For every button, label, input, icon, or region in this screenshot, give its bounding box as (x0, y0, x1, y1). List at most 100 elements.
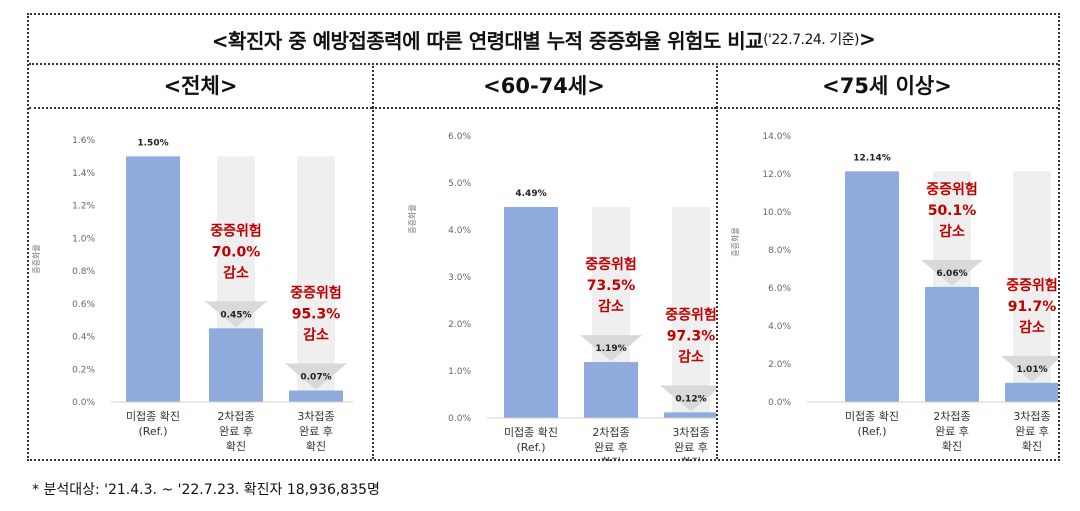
risk-reduction-label: 중증위험 (585, 256, 637, 273)
chart-all: 0.0% 0.2% 0.4% 0.6% 0.8% 1.0% 1.2% 1.4% 1.6% 중증화율… (32, 136, 353, 453)
category-label: 3차접종 (672, 426, 709, 439)
value-label: 0.12% (675, 394, 706, 404)
reduction-arrow (285, 363, 347, 390)
value-label: 0.45% (220, 310, 251, 320)
category-label: 확진 (942, 440, 962, 453)
y-tick-label: 12.0% (762, 170, 791, 180)
category-label: 완료 후 (1015, 425, 1049, 438)
reduction-arrow (660, 385, 716, 412)
chart-panel-75plus: 0.0% 2.0% 4.0% 6.0% 8.0% 10.0% 12.0% 14.0% 중증화율 1… (718, 109, 1058, 461)
value-label: 4.49% (515, 189, 546, 199)
y-tick-label: 2.0% (448, 320, 471, 330)
y-tick-label: 1.4% (72, 169, 95, 179)
y-tick-label: 1.2% (72, 202, 95, 212)
y-tick-label: 5.0% (448, 179, 471, 189)
infographic-frame: <확진자 중 예방접종력에 따른 연령대별 누적 중증화율 위험도 비교 ('22… (27, 13, 1060, 461)
risk-reduction-label: 감소 (303, 327, 329, 344)
value-label: 1.01% (1016, 365, 1047, 375)
bar-1 (126, 156, 180, 402)
y-axis-title: 중증화율 (32, 244, 41, 273)
reference-ghost-bar (672, 206, 710, 418)
panel-title-75plus: <75세 이상> (716, 63, 1058, 109)
risk-reduction-label: 감소 (598, 298, 624, 315)
reduction-arrow (205, 301, 267, 328)
y-tick-label: 2.0% (768, 360, 791, 370)
chart-panel-60-74: 0.0% 1.0% 2.0% 3.0% 4.0% 5.0% 6.0% 중증화율 4.49% 미접종… (374, 109, 716, 461)
bar-3 (289, 390, 343, 402)
y-tick-label: 0.8% (72, 267, 95, 277)
chart-panel-all: 0.0% 0.2% 0.4% 0.6% 0.8% 1.0% 1.2% 1.4% 1.6% 중증화율… (29, 109, 372, 461)
category-label: (Ref.) (857, 425, 886, 438)
reduction-arrow (1001, 355, 1058, 382)
risk-reduction-label: 감소 (939, 223, 965, 240)
category-label: 완료 후 (219, 425, 253, 438)
chart-60-74: 0.0% 1.0% 2.0% 3.0% 4.0% 5.0% 6.0% 중증화율 4.49% 미접종… (408, 132, 716, 461)
category-label: 완료 후 (299, 425, 333, 438)
y-tick-label: 0.4% (72, 333, 95, 343)
y-axis-title: 중증화율 (408, 204, 417, 233)
y-tick-label: 3.0% (448, 273, 471, 283)
category-label: 3차접종 (1013, 410, 1050, 423)
panel-divider (372, 63, 374, 459)
y-tick-label: 0.2% (72, 365, 95, 375)
y-tick-label: 6.0% (768, 284, 791, 294)
reduction-arrow (580, 335, 642, 362)
category-label: 미접종 확진 (126, 410, 180, 423)
y-tick-label: 6.0% (448, 132, 471, 142)
risk-reduction-label: 중증위험 (665, 306, 716, 323)
bar-1 (845, 171, 899, 402)
risk-reduction-label: 97.3% (667, 328, 716, 344)
footnote: * 분석대상: '21.4.3. ~ '22.7.23. 확진자 18,936,… (32, 482, 380, 498)
risk-reduction-label: 중증위험 (926, 181, 978, 198)
category-label: 확진 (226, 440, 246, 453)
y-tick-label: 1.0% (72, 234, 95, 244)
risk-reduction-label: 감소 (223, 264, 249, 281)
value-label: 1.50% (137, 138, 168, 148)
reference-ghost-bar (297, 156, 335, 402)
bar-2 (925, 286, 979, 402)
category-label: 확진 (306, 440, 326, 453)
panel-title-60-74: <60-74세> (372, 63, 716, 109)
y-tick-label: 0.6% (72, 300, 95, 310)
category-label: 완료 후 (935, 425, 969, 438)
value-label: 0.07% (300, 373, 331, 383)
category-label: 2차접종 (933, 410, 970, 423)
panel-title-all: <전체> (29, 63, 372, 109)
category-label: (Ref.) (138, 425, 167, 438)
bar-3 (1005, 382, 1058, 402)
bar-3 (664, 412, 716, 418)
y-tick-label: 0.0% (768, 398, 791, 408)
title-main: <확진자 중 예방접종력에 따른 연령대별 누적 중증화율 위험도 비교 (211, 28, 764, 53)
value-label: 12.14% (853, 153, 891, 163)
risk-reduction-label: 감소 (1019, 319, 1045, 336)
panel-divider (716, 63, 718, 459)
value-label: 1.19% (595, 344, 626, 354)
y-tick-label: 1.6% (72, 136, 95, 146)
category-label: (Ref.) (516, 441, 545, 454)
y-tick-label: 10.0% (762, 208, 791, 218)
category-label: 2차접종 (592, 426, 629, 439)
category-label: 완료 후 (674, 441, 708, 454)
category-label: 3차접종 (297, 410, 334, 423)
category-label: 확진 (601, 456, 621, 461)
category-label: 확진 (1022, 440, 1042, 453)
page-title: <확진자 중 예방접종력에 따른 연령대별 누적 중증화율 위험도 비교 ('22… (29, 15, 1058, 65)
y-tick-label: 14.0% (762, 132, 791, 142)
category-label: 미접종 확진 (504, 426, 558, 439)
category-label: 확진 (681, 456, 701, 461)
risk-reduction-label: 중증위험 (210, 222, 262, 239)
category-label: 2차접종 (217, 410, 254, 423)
risk-reduction-label: 중증위험 (290, 285, 342, 302)
y-tick-label: 1.0% (448, 367, 471, 377)
risk-reduction-label: 감소 (678, 348, 704, 365)
risk-reduction-label: 95.3% (292, 307, 341, 323)
chart-75plus: 0.0% 2.0% 4.0% 6.0% 8.0% 10.0% 12.0% 14.0% 중증화율 1… (731, 132, 1058, 453)
y-tick-label: 0.0% (448, 414, 471, 424)
title-close: > (858, 27, 876, 51)
value-label: 6.06% (936, 269, 967, 279)
title-date: ('22.7.24. 기준) (763, 32, 859, 48)
y-tick-label: 0.0% (72, 398, 95, 408)
reduction-arrow (921, 259, 983, 286)
category-label: 완료 후 (594, 441, 628, 454)
category-label: 미접종 확진 (845, 410, 899, 423)
